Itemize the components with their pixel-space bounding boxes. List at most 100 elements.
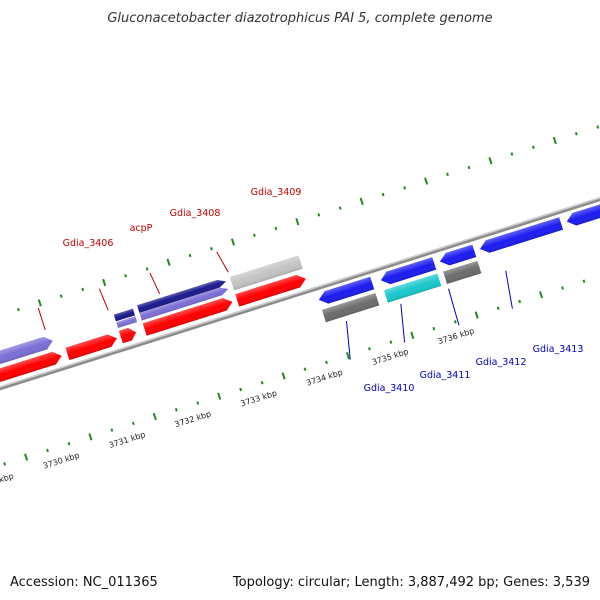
scale-tick bbox=[474, 311, 479, 319]
gene-gdia-3410-shine bbox=[321, 293, 380, 323]
scale-tick bbox=[260, 380, 264, 385]
scale-tick bbox=[410, 331, 415, 339]
outer-tick bbox=[446, 172, 449, 177]
gene-label-gdia-3410[interactable]: Gdia_3410 bbox=[364, 383, 415, 394]
scale-label: 3736 kbp bbox=[437, 326, 476, 346]
scale-tick bbox=[281, 372, 286, 380]
genome-backbone-highlight bbox=[0, 142, 600, 445]
gene-lavender-shine bbox=[0, 336, 53, 368]
scale-label: 3733 kbp bbox=[239, 389, 278, 409]
gene-blue-shine bbox=[380, 257, 437, 285]
gene-features bbox=[0, 197, 600, 383]
gene-red-shine bbox=[142, 298, 233, 336]
outer-tick bbox=[381, 192, 385, 197]
scale-label: 3732 kbp bbox=[174, 409, 213, 429]
leader-line bbox=[149, 272, 161, 295]
outer-tick bbox=[166, 258, 171, 266]
scale-tick bbox=[88, 433, 93, 441]
scale-label: 3731 kbp bbox=[108, 430, 147, 450]
scale-tick bbox=[496, 306, 500, 311]
outer-tick bbox=[531, 145, 535, 149]
outer-tick bbox=[359, 197, 364, 206]
outer-tick bbox=[596, 125, 600, 129]
gene-blue-shine bbox=[439, 244, 477, 266]
gene-red-shine bbox=[235, 274, 306, 307]
outer-tick bbox=[188, 253, 192, 258]
outer-tick bbox=[59, 294, 63, 298]
gene-label-gdia-3412[interactable]: Gdia_3412 bbox=[476, 357, 527, 368]
leader-line bbox=[37, 307, 46, 331]
scale-tick bbox=[46, 448, 49, 453]
leader-line bbox=[98, 288, 109, 311]
scale-tick bbox=[217, 392, 222, 400]
map-title: Gluconacetobacter diazotrophicus PAI 5, … bbox=[107, 11, 492, 26]
scale-tick bbox=[196, 401, 200, 405]
outer-tick bbox=[403, 186, 407, 190]
gene-label-acpp[interactable]: acpP bbox=[130, 223, 153, 234]
scale-tick-ring bbox=[3, 279, 586, 466]
zoomed-track: 3729 kbp 3730 kbp 3731 kbp 3732 kbp 3733… bbox=[0, 125, 600, 492]
outer-tick bbox=[424, 177, 429, 185]
scale-label: 3729 kbp bbox=[0, 472, 15, 492]
scale-label: 3734 kbp bbox=[305, 368, 344, 388]
gene-gdia-3408-lower-shine bbox=[139, 287, 229, 321]
outer-tick bbox=[295, 218, 300, 226]
gene-label-gdia-3409[interactable]: Gdia_3409 bbox=[251, 187, 302, 198]
leader-line bbox=[505, 270, 513, 309]
scale-tick bbox=[582, 279, 586, 283]
outer-tick bbox=[81, 287, 85, 292]
scale-tick bbox=[389, 340, 393, 344]
outer-tick-ring bbox=[16, 125, 600, 312]
gene-acpp-shine bbox=[113, 308, 135, 322]
outer-tick bbox=[16, 307, 20, 312]
leader-lines bbox=[37, 251, 513, 360]
scale-tick bbox=[3, 462, 7, 466]
scale-tick bbox=[432, 326, 436, 331]
outer-tick bbox=[317, 213, 321, 217]
genome-summary-text: Topology: circular; Length: 3,887,492 bp… bbox=[232, 575, 590, 590]
scale-tick bbox=[152, 412, 157, 421]
gene-red-shine bbox=[118, 327, 137, 344]
gene-gdia-3409-shine bbox=[229, 255, 303, 291]
scale-tick bbox=[539, 291, 544, 299]
scale-tick bbox=[561, 286, 564, 290]
leader-line bbox=[400, 303, 406, 343]
gene-red-shine bbox=[65, 334, 118, 361]
leader-line bbox=[345, 320, 351, 360]
scale-tick bbox=[239, 387, 243, 392]
scale-tick bbox=[303, 367, 307, 371]
outer-tick bbox=[488, 157, 493, 165]
gene-label-gdia-3406[interactable]: Gdia_3406 bbox=[63, 238, 114, 249]
outer-tick bbox=[124, 274, 128, 278]
scale-tick bbox=[24, 453, 29, 461]
scale-tick bbox=[110, 428, 114, 432]
outer-tick bbox=[230, 238, 235, 246]
scale-tick bbox=[453, 320, 457, 324]
outer-tick bbox=[210, 247, 213, 251]
scale-tick bbox=[325, 360, 328, 365]
gene-label-gdia-3413[interactable]: Gdia_3413 bbox=[533, 344, 584, 355]
scale-label: 3730 kbp bbox=[42, 451, 81, 471]
gene-blue-shine bbox=[318, 276, 375, 304]
outer-tick bbox=[102, 278, 107, 287]
outer-tick bbox=[145, 267, 149, 271]
outer-tick bbox=[253, 233, 256, 237]
gene-gdia-3408-shine bbox=[137, 279, 226, 313]
gene-gdia-3412-shine bbox=[443, 260, 482, 285]
scale-tick bbox=[345, 352, 350, 360]
leader-line bbox=[216, 251, 229, 273]
accession-text: Accession: NC_011365 bbox=[10, 575, 158, 590]
gene-labels: Gdia_3406 acpP Gdia_3408 Gdia_3409 Gdia_… bbox=[63, 187, 584, 394]
outer-tick bbox=[467, 165, 471, 170]
outer-tick bbox=[274, 226, 278, 231]
gene-label-gdia-3411[interactable]: Gdia_3411 bbox=[420, 370, 471, 381]
outer-tick bbox=[338, 206, 342, 210]
gene-label-gdia-3408[interactable]: Gdia_3408 bbox=[170, 208, 221, 219]
scale-label: 3735 kbp bbox=[371, 347, 410, 367]
scale-tick bbox=[174, 408, 178, 412]
outer-tick bbox=[37, 299, 42, 307]
scale-tick bbox=[67, 441, 71, 446]
gene-gdia-3411-shine bbox=[383, 273, 442, 303]
